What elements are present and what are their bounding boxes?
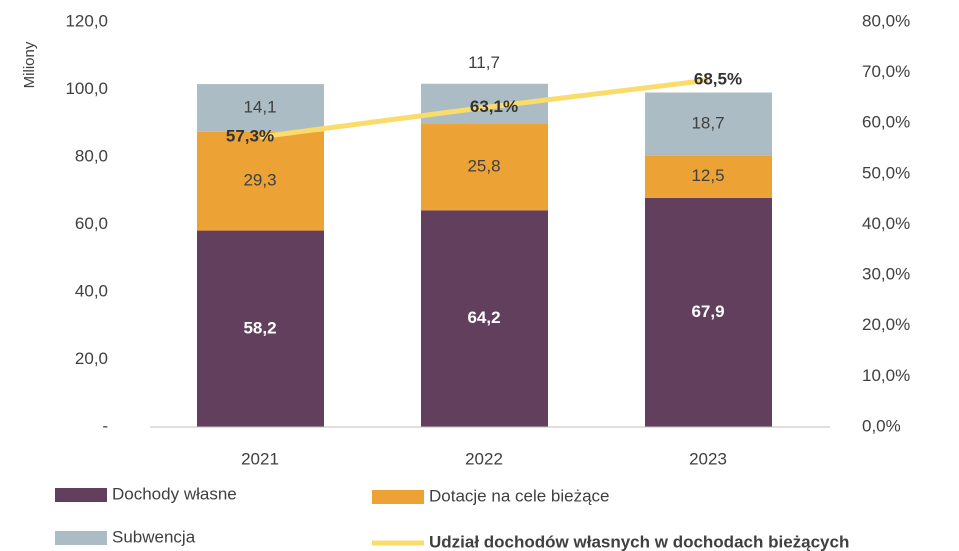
bar-segment (645, 92, 772, 156)
y2-tick-label: 30,0% (862, 265, 910, 284)
line-data-label: 68,5% (694, 70, 742, 89)
legend-swatch (372, 490, 424, 504)
legend-label: Udział dochodów własnych w dochodach bie… (429, 532, 849, 551)
bar-segment (197, 84, 324, 132)
legend-swatch (55, 488, 107, 502)
legend-label: Dochody własne (112, 484, 237, 503)
y-tick-label: 40,0 (75, 281, 108, 300)
y-tick-label: - (102, 416, 108, 435)
data-label: 64,2 (467, 308, 500, 327)
y2-tick-label: 50,0% (862, 163, 910, 182)
data-label: 12,5 (691, 166, 724, 185)
line-data-label: 57,3% (226, 126, 274, 145)
x-tick-label: 2022 (465, 449, 503, 468)
y2-tick-label: 80,0% (862, 11, 910, 30)
legend-label: Subwencja (112, 527, 196, 546)
y2-tick-label: 60,0% (862, 113, 910, 132)
y2-tick-label: 0,0% (862, 416, 901, 435)
y-tick-label: 20,0 (75, 349, 108, 368)
bar-segment (421, 123, 548, 211)
bar-segment (197, 230, 324, 427)
bar-segment (197, 131, 324, 231)
data-label: 67,9 (691, 302, 724, 321)
bar-segment (645, 155, 772, 198)
line-data-label: 63,1% (470, 97, 518, 116)
data-label: 25,8 (467, 156, 500, 175)
legend-label: Dotacje na cele bieżące (429, 486, 610, 505)
data-label: 58,2 (243, 318, 276, 337)
y-tick-label: 60,0 (75, 214, 108, 233)
y2-tick-label: 40,0% (862, 214, 910, 233)
line-series (259, 77, 709, 140)
y-tick-label: 80,0 (75, 146, 108, 165)
legend-swatch (55, 531, 107, 545)
data-label: 29,3 (243, 171, 276, 190)
data-label: 14,1 (243, 97, 276, 116)
bar-segment (421, 210, 548, 427)
y-axis-label: Miliony (21, 41, 38, 88)
y-tick-label: 120,0 (65, 11, 108, 30)
y-tick-label: 100,0 (65, 79, 108, 98)
x-tick-label: 2021 (241, 449, 279, 468)
x-tick-label: 2023 (689, 449, 727, 468)
y2-tick-label: 20,0% (862, 315, 910, 334)
bar-segment (645, 197, 772, 427)
data-label: 11,7 (468, 53, 500, 72)
y2-tick-label: 10,0% (862, 366, 910, 385)
data-label: 18,7 (691, 114, 724, 133)
y2-tick-label: 70,0% (862, 62, 910, 81)
